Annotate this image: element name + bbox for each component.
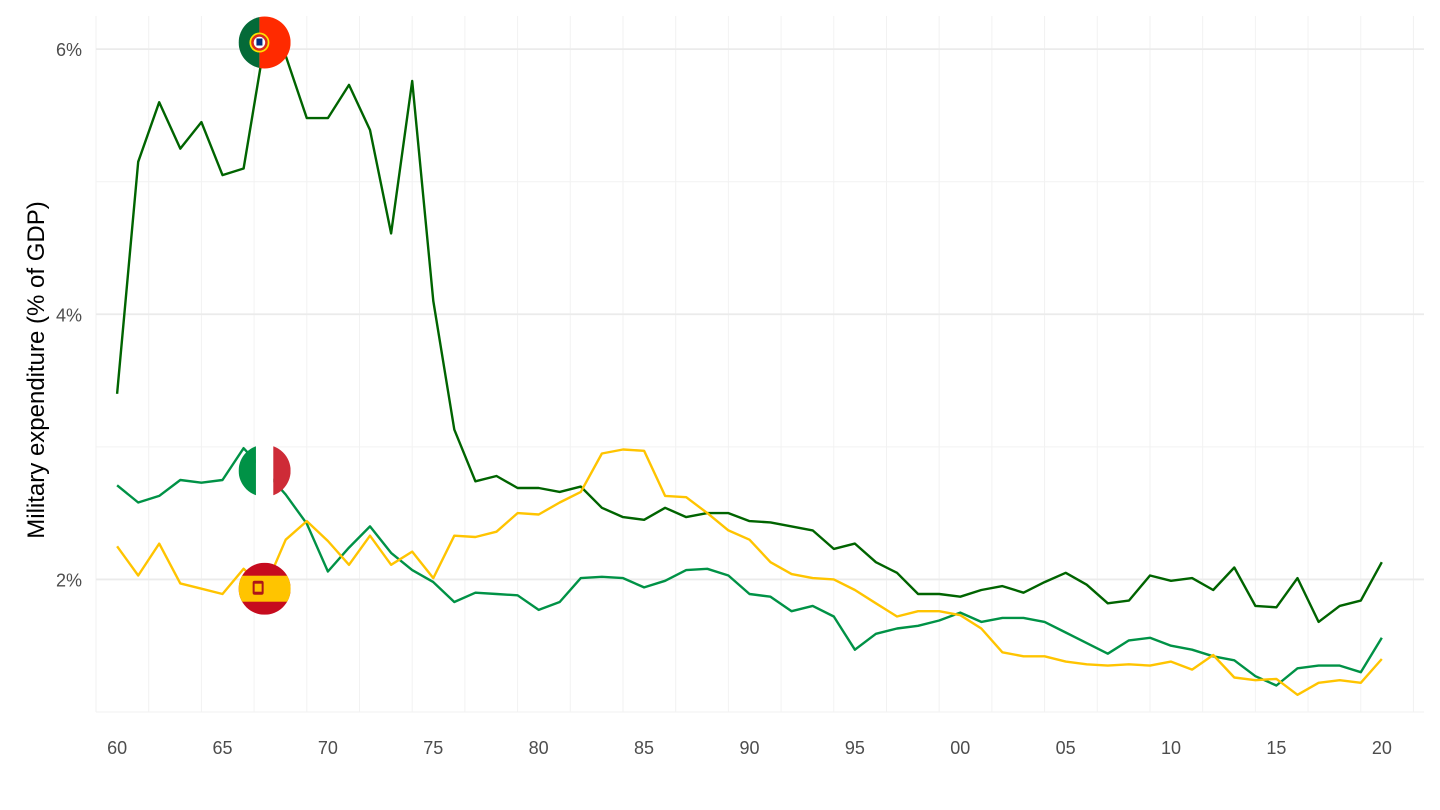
x-tick-label: 15 (1266, 738, 1286, 758)
x-tick-label: 90 (739, 738, 759, 758)
x-tick-label: 75 (423, 738, 443, 758)
x-tick-label: 80 (529, 738, 549, 758)
y-tick-label: 4% (56, 305, 82, 325)
x-tick-label: 00 (950, 738, 970, 758)
x-axis-ticks: 60 65 70 75 80 85 90 95 00 05 10 15 20 (107, 738, 1392, 758)
italy-flag-icon (238, 444, 291, 497)
y-tick-label: 2% (56, 570, 82, 590)
grid-lines (95, 16, 1424, 713)
x-tick-label: 20 (1372, 738, 1392, 758)
x-tick-label: 05 (1056, 738, 1076, 758)
x-tick-label: 10 (1161, 738, 1181, 758)
x-tick-label: 65 (212, 738, 232, 758)
x-tick-label: 95 (845, 738, 865, 758)
y-tick-label: 6% (56, 40, 82, 60)
portugal-flag-icon (238, 16, 291, 69)
x-tick-label: 60 (107, 738, 127, 758)
series-lines (115, 41, 1383, 696)
series-line-portugal (115, 41, 1383, 624)
series-line-spain (116, 448, 1383, 696)
spain-flag-icon (238, 562, 291, 615)
y-axis-title: Military expenditure (% of GDP) (23, 201, 50, 538)
x-tick-label: 85 (634, 738, 654, 758)
y-axis-ticks: 2% 4% 6% (56, 40, 82, 590)
flag-markers (238, 16, 291, 615)
series-line-italy (116, 447, 1383, 687)
x-tick-label: 70 (318, 738, 338, 758)
